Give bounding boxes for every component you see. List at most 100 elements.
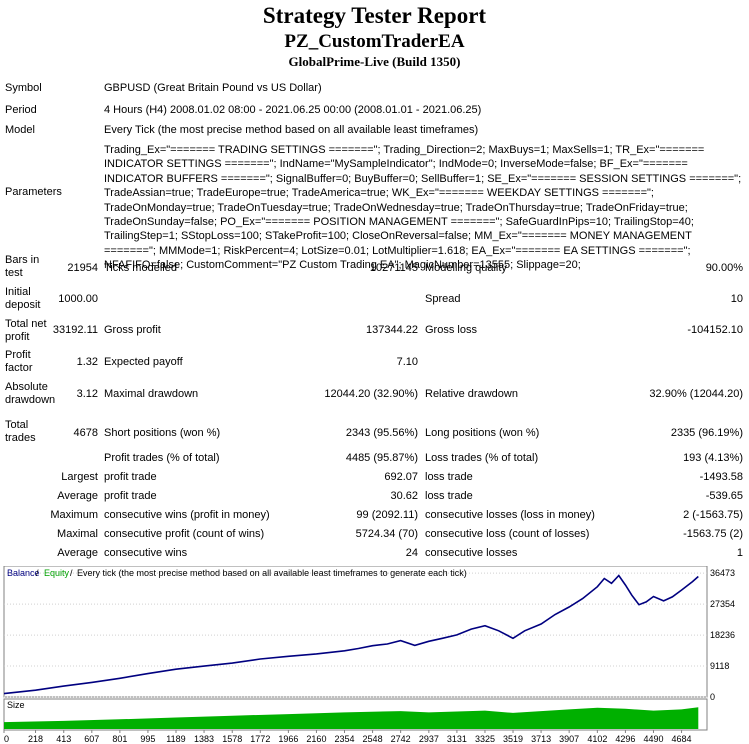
model-value: Every Tick (the most precise method base… (104, 124, 479, 136)
y-tick-label: 27354 (710, 599, 735, 609)
x-tick-label: 1772 (250, 734, 270, 744)
period-value: 4 Hours (H4) 2008.01.02 08:00 - 2021.06.… (104, 104, 482, 116)
average-profit-value: 30.62 (390, 490, 418, 502)
server-build: GlobalPrime-Live (Build 1350) (288, 54, 461, 69)
x-tick-label: 4102 (587, 734, 607, 744)
largest-profit-label: profit trade (104, 471, 157, 483)
ltrades-label: Loss trades (% of total) (425, 452, 539, 464)
long-value: 2335 (96.19%) (670, 427, 743, 439)
spread-value: 10 (730, 293, 743, 305)
balance-series-line (3, 574, 699, 695)
average-loss-value: -539.65 (705, 490, 743, 502)
legend-tick: Every tick (the most precise method base… (77, 568, 467, 578)
x-tick-label: 218 (28, 734, 43, 744)
x-tick-label: 3325 (475, 734, 495, 744)
largest-label: Largest (61, 471, 98, 483)
expert-name: PZ_CustomTraderEA (284, 31, 465, 52)
x-tick-label: 413 (56, 734, 71, 744)
grossloss-value: -104152.10 (687, 324, 743, 336)
size-series-area (4, 707, 699, 729)
netprofit-value: 33192.11 (52, 324, 98, 336)
ptrades-label: Profit trades (% of total) (104, 452, 220, 464)
x-tick-label: 2354 (334, 734, 354, 744)
avg-consec-losses-value: 1 (736, 547, 743, 559)
max-consec-profit-label: consecutive profit (count of wins) (104, 528, 265, 540)
ticks-label: Ticks modelled (104, 262, 177, 274)
x-tick-label: 2742 (391, 734, 411, 744)
x-tick-label: 2937 (419, 734, 439, 744)
balance-chart: Balance / Equity / Every tick (the most … (3, 566, 735, 744)
x-tick-label: 0 (4, 734, 9, 744)
x-tick-label: 2548 (363, 734, 383, 744)
short-value: 2343 (95.56%) (345, 427, 418, 439)
x-tick-label: 995 (140, 734, 155, 744)
reldd-value: 32.90% (12044.20) (649, 388, 743, 400)
max-consec-loss-label: consecutive loss (count of losses) (425, 528, 590, 540)
absdd-value: 3.12 (76, 388, 98, 400)
absdd-label: Absolute drawdown (5, 381, 56, 406)
legend-sep1: / (36, 568, 39, 578)
largest-loss-label: loss trade (425, 471, 473, 483)
parameters-value: Trading_Ex="======= TRADING SETTINGS ===… (104, 144, 742, 272)
maxdd-value: 12044.20 (32.90%) (324, 388, 418, 400)
average-label: Average (57, 490, 98, 502)
avg-consec-wins-label: consecutive wins (104, 547, 188, 559)
chart-plot-frame (3, 566, 708, 698)
trades-label: Total trades (5, 419, 36, 444)
x-tick-label: 4684 (672, 734, 692, 744)
y-tick-label: 36473 (710, 568, 735, 578)
x-tick-label: 1189 (166, 734, 185, 744)
avg-consec-wins-value: 24 (405, 547, 418, 559)
payoff-value: 7.10 (396, 356, 418, 368)
pf-label: Profit factor (5, 349, 33, 374)
legend-balance: Balance (7, 568, 40, 578)
x-tick-labels: 0 218 413 607 801 995 1189 1383 1578 1772 1966 2160… (3, 730, 692, 744)
max-consec-loss-value: -1563.75 (2) (683, 528, 743, 540)
deposit-value: 1000.00 (58, 293, 98, 305)
maximal-label: Maximal (57, 528, 98, 540)
symbol-label: Symbol (5, 82, 42, 94)
average2-label: Average (57, 547, 98, 559)
y-tick-label: 18236 (710, 630, 735, 640)
legend-sep2: / (70, 568, 73, 578)
x-tick-label: 1966 (278, 734, 298, 744)
parameters-label: Parameters (5, 186, 62, 198)
x-tick-label: 3519 (503, 734, 523, 744)
payoff-label: Expected payoff (104, 356, 183, 368)
symbol-value: GBPUSD (Great Britain Pound vs US Dollar… (104, 82, 322, 94)
period-label: Period (5, 104, 37, 116)
avg-consec-losses-label: consecutive losses (425, 547, 518, 559)
bars-label: Bars in test (5, 254, 40, 279)
x-tick-label: 1578 (222, 734, 242, 744)
maximum-label: Maximum (50, 509, 98, 521)
average-loss-label: loss trade (425, 490, 473, 502)
spread-label: Spread (425, 293, 461, 305)
x-tick-label: 607 (84, 734, 99, 744)
max-consec-losses-label: consecutive losses (loss in money) (425, 509, 595, 521)
model-label: Model (5, 124, 35, 136)
max-consec-losses-value: 2 (-1563.75) (683, 509, 743, 521)
chart-grid (4, 572, 707, 698)
y-tick-labels: 36473 27354 18236 9118 0 (710, 568, 735, 702)
grossloss-label: Gross loss (425, 324, 477, 336)
ltrades-value: 193 (4.13%) (683, 452, 743, 464)
x-tick-label: 1383 (194, 734, 214, 744)
grossprofit-value: 137344.22 (366, 324, 418, 336)
ticks-value: 10271145 (369, 262, 418, 274)
largest-profit-value: 692.07 (384, 471, 418, 483)
x-tick-label: 4490 (643, 734, 663, 744)
max-consec-wins-value: 99 (2092.11) (356, 509, 418, 521)
quality-value: 90.00% (705, 262, 743, 274)
netprofit-label: Total net profit (5, 318, 47, 343)
y-tick-label: 0 (710, 692, 715, 702)
x-tick-label: 3907 (559, 734, 579, 744)
legend-equity: Equity (44, 568, 70, 578)
x-tick-label: 4296 (615, 734, 635, 744)
largest-loss-value: -1493.58 (699, 471, 743, 483)
grossprofit-label: Gross profit (104, 324, 161, 336)
deposit-label: Initial deposit (5, 286, 41, 311)
pf-value: 1.32 (76, 356, 98, 368)
ptrades-value: 4485 (95.87%) (345, 452, 418, 464)
y-tick-label: 9118 (710, 661, 729, 671)
max-consec-profit-value: 5724.34 (70) (355, 528, 418, 540)
